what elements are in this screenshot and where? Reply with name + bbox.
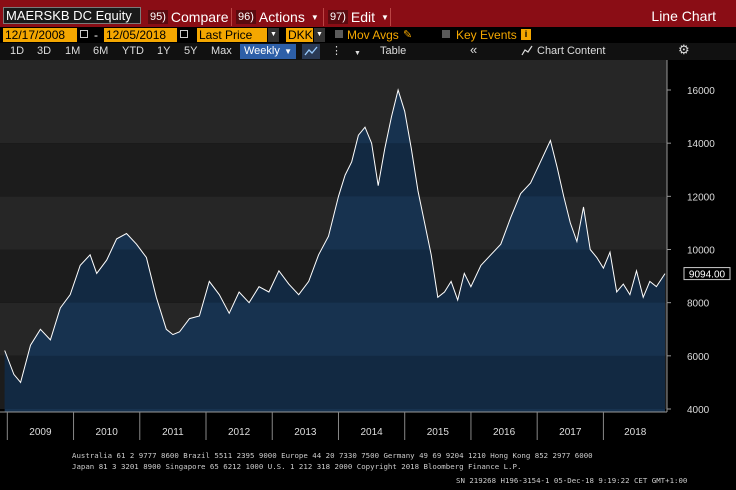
range-3d[interactable]: 3D bbox=[37, 45, 52, 57]
range-1y[interactable]: 1Y bbox=[157, 45, 171, 57]
settings-bar: 12/17/2008 - 12/05/2018 Last Price ▼ DKK… bbox=[0, 27, 736, 43]
x-axis: 2009 2010 2011 2012 2013 2014 2015 2016 2017 2018 bbox=[0, 411, 667, 440]
pencil-icon[interactable]: ✎ bbox=[403, 29, 413, 41]
chevron-down-icon: ▼ bbox=[310, 12, 319, 22]
y-tick-label: 8000 bbox=[687, 299, 710, 310]
y-tick-label: 6000 bbox=[687, 352, 710, 363]
price-line bbox=[4, 88, 666, 384]
last-price-label: 9094.00 bbox=[683, 267, 731, 281]
edit-label: Edit bbox=[350, 9, 376, 25]
calendar-icon[interactable] bbox=[80, 30, 88, 38]
options-icon[interactable]: ⋮ bbox=[331, 45, 342, 57]
range-max[interactable]: Max bbox=[211, 45, 232, 57]
collapse-icon[interactable]: « bbox=[470, 42, 478, 57]
range-6m[interactable]: 6M bbox=[93, 45, 109, 57]
top-toolbar: MAERSKB DC Equity 95) Compare 96) Action… bbox=[0, 0, 736, 27]
start-date-field[interactable]: 12/17/2008 bbox=[3, 28, 77, 42]
x-tick-label: 2013 bbox=[294, 427, 317, 438]
x-tick-label: 2015 bbox=[427, 427, 450, 438]
actions-label: Actions bbox=[258, 9, 305, 25]
footer-phone-line-2: Japan 81 3 3201 8900 Singapore 65 6212 1… bbox=[72, 462, 522, 471]
toolbar-divider bbox=[231, 8, 232, 26]
mov-avgs-checkbox[interactable] bbox=[335, 30, 343, 38]
y-tick-label: 4000 bbox=[687, 405, 710, 416]
compare-button[interactable]: 95) Compare bbox=[148, 8, 229, 26]
edit-num: 97) bbox=[328, 10, 348, 24]
footer-session-info: SN 219268 H196-3154-1 05-Dec-18 9:19:22 … bbox=[456, 476, 688, 485]
x-tick-label: 2009 bbox=[29, 427, 52, 438]
chart-content-button[interactable]: Chart Content bbox=[537, 45, 606, 57]
y-tick-label: 16000 bbox=[687, 86, 715, 97]
key-events-label[interactable]: Key Events bbox=[456, 28, 517, 42]
view-title: Line Chart bbox=[651, 8, 716, 24]
y-tick-label: 14000 bbox=[687, 139, 715, 150]
x-tick-label: 2017 bbox=[559, 427, 582, 438]
info-icon[interactable]: i bbox=[521, 29, 531, 40]
y-tick-label: 12000 bbox=[687, 192, 715, 203]
x-tick-label: 2011 bbox=[162, 427, 184, 438]
x-tick-label: 2014 bbox=[360, 427, 383, 438]
end-date-field[interactable]: 12/05/2018 bbox=[104, 28, 177, 42]
toolbar-divider bbox=[323, 8, 324, 26]
x-tick-label: 2012 bbox=[228, 427, 251, 438]
x-tick-label: 2016 bbox=[493, 427, 516, 438]
field-select[interactable]: Last Price bbox=[197, 28, 267, 42]
actions-menu-button[interactable]: 96) Actions ▼ bbox=[236, 8, 319, 26]
last-value-box bbox=[683, 267, 731, 281]
mov-avgs-label[interactable]: Mov Avgs bbox=[347, 28, 399, 42]
compare-num: 95) bbox=[148, 10, 168, 24]
chevron-down-icon[interactable]: ▼ bbox=[314, 28, 325, 42]
chevron-down-icon: ▼ bbox=[284, 47, 292, 56]
price-chart[interactable]: 4000 6000 8000 10000 12000 14000 16000 2009 201… bbox=[0, 60, 736, 445]
range-ytd[interactable]: YTD bbox=[122, 45, 144, 57]
chart-content-icon[interactable] bbox=[521, 45, 533, 60]
chevron-down-icon: ▼ bbox=[381, 12, 389, 22]
edit-menu-button[interactable]: 97) Edit ▼ bbox=[328, 8, 389, 26]
gear-icon[interactable]: ⚙ bbox=[678, 42, 690, 57]
ticker-field[interactable]: MAERSKB DC Equity bbox=[3, 7, 141, 24]
range-1m[interactable]: 1M bbox=[65, 45, 81, 57]
periodicity-select[interactable]: Weekly ▼ bbox=[240, 44, 296, 59]
y-tick-label: 10000 bbox=[687, 246, 715, 257]
range-1d[interactable]: 1D bbox=[10, 45, 25, 57]
footer-phone-line-1: Australia 61 2 9777 8600 Brazil 5511 239… bbox=[72, 451, 593, 460]
range-5y[interactable]: 5Y bbox=[184, 45, 198, 57]
x-tick-label: 2018 bbox=[624, 427, 647, 438]
calendar-icon[interactable] bbox=[180, 30, 188, 38]
last-value-text: 9094.00 bbox=[689, 270, 726, 281]
actions-num: 96) bbox=[236, 10, 256, 24]
chevron-down-icon[interactable]: ▼ bbox=[268, 28, 279, 42]
date-separator: - bbox=[94, 28, 98, 42]
x-tick-label: 2010 bbox=[96, 427, 119, 438]
key-events-checkbox[interactable] bbox=[442, 30, 450, 38]
range-bar: 1D 3D 1M 6M YTD 1Y 5Y Max Weekly ▼ ⋮ ▼ T… bbox=[0, 43, 736, 60]
toolbar-divider bbox=[390, 8, 391, 26]
line-chart-icon[interactable] bbox=[302, 44, 320, 59]
y-axis: 4000 6000 8000 10000 12000 14000 16000 bbox=[666, 60, 715, 416]
compare-label: Compare bbox=[170, 9, 229, 25]
periodicity-label: Weekly bbox=[244, 45, 280, 57]
footer: Australia 61 2 9777 8600 Brazil 5511 239… bbox=[0, 445, 736, 490]
chevron-down-icon[interactable]: ▼ bbox=[354, 50, 361, 57]
table-button[interactable]: Table bbox=[380, 45, 407, 57]
currency-select[interactable]: DKK bbox=[286, 28, 313, 42]
